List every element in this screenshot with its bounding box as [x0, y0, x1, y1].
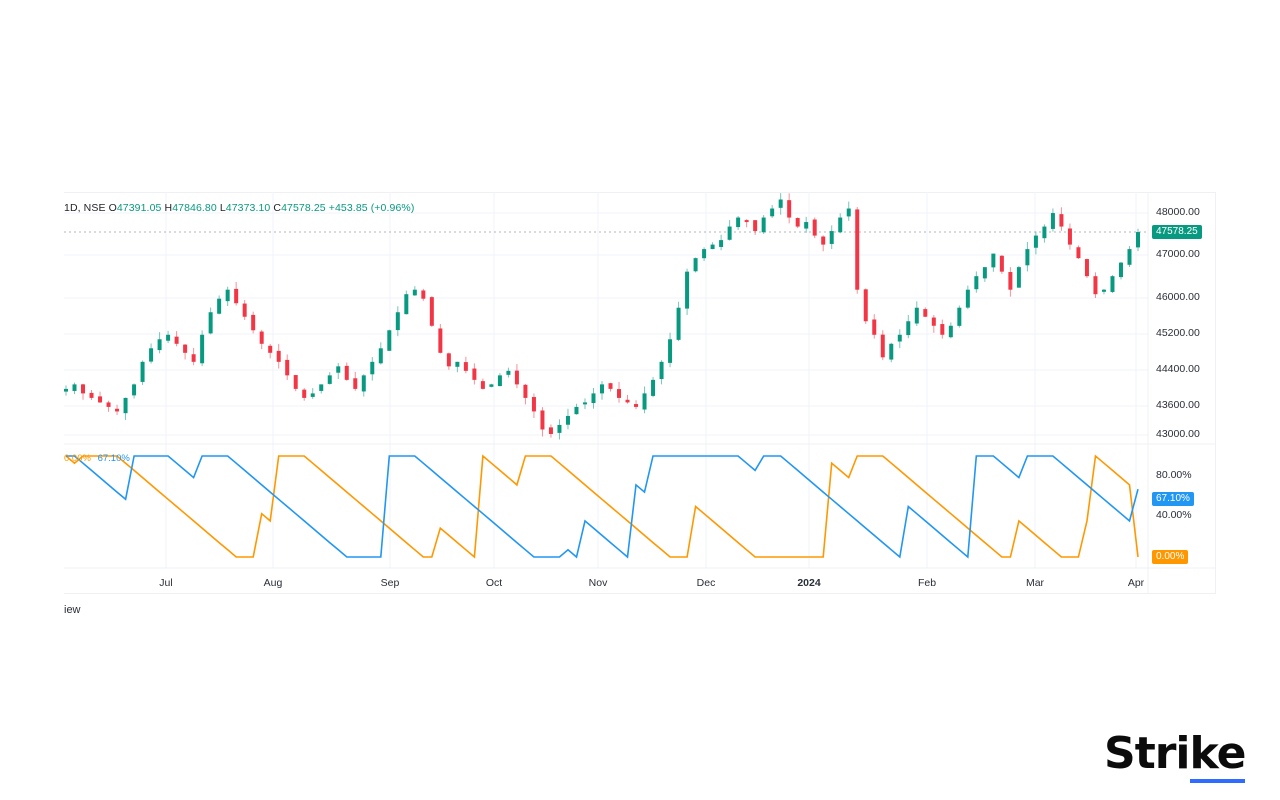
price-tick-label: 44400.00: [1156, 363, 1200, 375]
oscillator-tick-label: 40.00%: [1156, 509, 1192, 521]
grid: [64, 192, 1148, 568]
candlestick-series: [64, 193, 1140, 440]
price-tick-label: 48000.00: [1156, 206, 1200, 218]
current-price-tag: 47578.25: [1152, 225, 1202, 239]
aroon-up-legend: 67.10%: [97, 453, 130, 464]
aroon-down-value-tag: 0.00%: [1152, 550, 1189, 564]
time-tick-label: Apr: [1127, 577, 1145, 589]
brand-logo: Strike: [1104, 728, 1246, 783]
time-tick-label: Feb: [917, 577, 937, 589]
aroon-down-line: [65, 454, 1139, 559]
price-tick-label: 47000.00: [1156, 248, 1200, 260]
price-tick-label: 45200.00: [1156, 327, 1200, 339]
oscillator-legend: 0.00% 67.10%: [64, 453, 130, 464]
time-tick-label: Jul: [159, 577, 173, 589]
aroon-up-value-tag: 67.10%: [1152, 492, 1194, 506]
chart-frame: [64, 192, 1216, 594]
low-label: L: [219, 202, 226, 214]
aroon-down-legend: 0.00%: [64, 453, 91, 464]
time-tick-label: Dec: [696, 577, 716, 589]
time-tick-label: Nov: [588, 577, 608, 589]
time-tick-label: Mar: [1025, 577, 1045, 589]
high-value: 47846.80: [172, 202, 217, 214]
ohlc-legend: 1D, NSE O47391.05 H47846.80 L47373.10 C4…: [64, 202, 414, 214]
footer-partial-text: iew: [64, 604, 81, 616]
change-value: +453.85 (+0.96%): [328, 202, 415, 214]
brand-accent: ke: [1189, 728, 1246, 783]
open-value: 47391.05: [116, 202, 162, 214]
close-value: 47578.25: [281, 202, 326, 214]
symbol-label: 1D, NSE: [64, 202, 106, 214]
time-tick-label: Aug: [263, 577, 283, 589]
high-label: H: [164, 202, 173, 214]
price-tick-label: 46000.00: [1156, 291, 1200, 303]
time-tick-label: 2024: [797, 577, 821, 589]
time-tick-label: Sep: [380, 577, 400, 589]
price-tick-label: 43600.00: [1156, 399, 1200, 411]
time-tick-label: Oct: [485, 577, 503, 589]
low-value: 47373.10: [225, 202, 271, 214]
brand-name: Strike: [1104, 728, 1246, 783]
aroon-up-line: [66, 455, 1139, 559]
oscillator-tick-label: 80.00%: [1156, 469, 1192, 481]
open-label: O: [108, 202, 117, 214]
close-label: C: [273, 202, 282, 214]
price-tick-label: 43000.00: [1156, 428, 1200, 440]
